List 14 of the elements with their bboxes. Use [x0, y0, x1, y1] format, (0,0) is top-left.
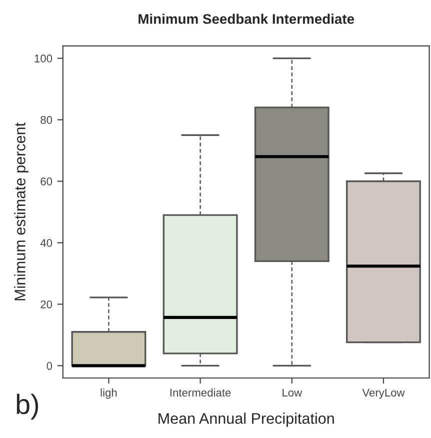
x-tick-label: ligh	[100, 388, 117, 399]
y-tick-label: 60	[40, 178, 52, 186]
y-tick-label: 80	[40, 116, 52, 124]
x-tick-label: Low	[282, 388, 302, 397]
chart-title: Minimum Seedbank Intermediate	[138, 14, 354, 24]
x-tick-label: VeryLow	[362, 388, 405, 399]
y-tick-label: 100	[34, 54, 52, 62]
text: b)	[16, 394, 38, 420]
x-tick-label: Intermediate	[170, 388, 231, 397]
y-tick-label: 40	[40, 239, 52, 247]
y-axis-title: Minimum estimate percent	[14, 122, 28, 300]
x-axis-title: Mean Annual Precipitation	[158, 412, 334, 427]
y-tick-label: 20	[40, 300, 52, 308]
y-tick-label: 0	[46, 362, 52, 370]
